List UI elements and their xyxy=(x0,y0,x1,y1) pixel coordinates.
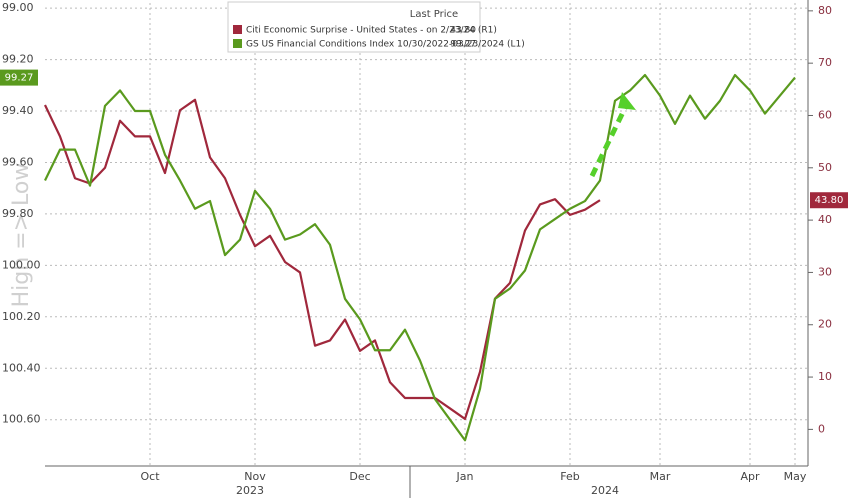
y2-tick-label: 40 xyxy=(818,213,832,226)
y2-tick-label: 70 xyxy=(818,56,832,69)
y2-tick-label: 50 xyxy=(818,161,832,174)
y-tick-label: 99.20 xyxy=(2,53,34,66)
last-value-tag xyxy=(0,69,38,86)
legend-value: 99.27 xyxy=(450,40,476,50)
last-value-tag-label: 43.80 xyxy=(815,195,844,206)
y-tick-label: 100.40 xyxy=(2,361,41,374)
x-tick-label: Dec xyxy=(349,470,370,483)
last-value-tag-label: 99.27 xyxy=(5,73,34,84)
x-tick-label: Apr xyxy=(740,470,760,483)
y-axis-label: High => Low xyxy=(9,163,34,308)
legend-value: 43.80 xyxy=(450,26,476,36)
x-tick-label: Oct xyxy=(140,470,160,483)
y-tick-label: 100.20 xyxy=(2,310,41,323)
y2-tick-label: 10 xyxy=(818,370,832,383)
y2-tick-label: 80 xyxy=(818,4,832,17)
y2-tick-label: 30 xyxy=(818,265,832,278)
plot xyxy=(44,3,808,466)
series-line xyxy=(44,73,796,442)
x-tick-label: May xyxy=(784,470,807,483)
x-tick-label: Nov xyxy=(244,470,266,483)
y-tick-label: 99.60 xyxy=(2,155,34,168)
y-tick-label: 100.60 xyxy=(2,413,41,426)
y2-tick-label: 0 xyxy=(818,422,825,435)
x-tick-label: Feb xyxy=(560,470,579,483)
y-tick-label: 99.00 xyxy=(2,1,34,14)
annotation-arrow xyxy=(589,92,636,178)
x-tick-label: Jan xyxy=(456,470,474,483)
legend-label: GS US Financial Conditions Index 10/30/2… xyxy=(246,40,525,50)
y-tick-label: 99.40 xyxy=(2,104,34,117)
y2-tick-label: 20 xyxy=(818,318,832,331)
arrow-shaft xyxy=(589,104,629,178)
legend-swatch xyxy=(233,39,242,48)
year-label: 2023 xyxy=(236,484,264,497)
legend-label: Citi Economic Surprise - United States -… xyxy=(246,26,497,36)
y2-tick-label: 60 xyxy=(818,108,832,121)
x-tick-label: Mar xyxy=(650,470,671,483)
series-line xyxy=(44,98,601,421)
legend-title: Last Price xyxy=(410,9,458,20)
year-label: 2024 xyxy=(591,484,619,497)
arrow-head xyxy=(618,92,636,110)
y-tick-label: 100.00 xyxy=(2,258,41,271)
legend-swatch xyxy=(233,25,242,34)
y-tick-label: 99.80 xyxy=(2,207,34,220)
legend-box xyxy=(227,1,481,53)
legend: Last Price xyxy=(227,1,481,53)
last-value-tag xyxy=(810,192,848,209)
